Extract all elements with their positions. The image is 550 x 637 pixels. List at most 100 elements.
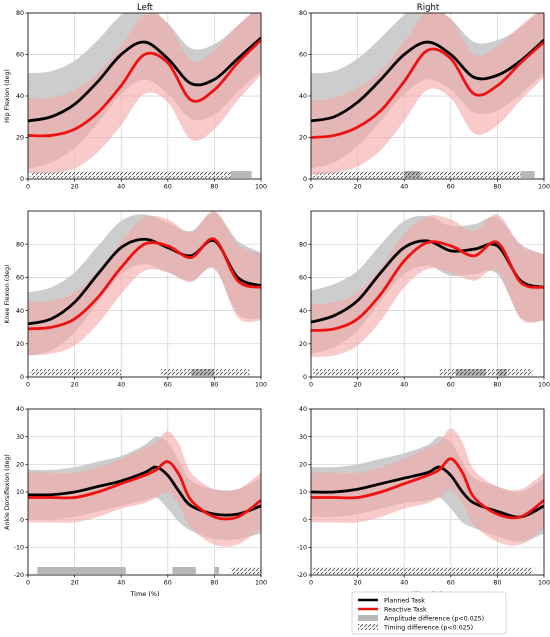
timing-difference-bar [313, 567, 533, 574]
y-tick-label: -20 [14, 572, 24, 579]
x-tick-label: 80 [493, 382, 501, 389]
legend-reactive-label: Reactive Task [384, 607, 427, 614]
y-tick-label: 30 [16, 434, 24, 441]
y-tick-label: 40 [16, 93, 24, 100]
y-tick-label: 40 [16, 406, 24, 413]
y-tick-label: 0 [20, 176, 24, 183]
y-tick-label: 40 [299, 308, 307, 315]
x-tick-label: 100 [538, 580, 550, 587]
timing-difference-bar [30, 171, 231, 178]
timing-difference-bar [439, 369, 533, 376]
x-tick-label: 20 [354, 580, 362, 587]
y-tick-label: 60 [16, 275, 24, 282]
y-tick-label: 80 [299, 241, 307, 248]
x-tick-label: 100 [538, 184, 550, 191]
y-tick-label: 0 [303, 374, 307, 381]
x-axis-label-left: Time (%) [129, 590, 159, 598]
y-tick-label: 60 [299, 52, 307, 59]
planned-mean-line [311, 465, 544, 519]
y-tick-label: 20 [16, 135, 24, 142]
x-tick-label: 80 [493, 580, 501, 587]
x-tick-label: 40 [400, 580, 408, 587]
x-tick-label: 60 [164, 382, 172, 389]
x-tick-label: 0 [26, 580, 30, 587]
panel-1-right-plot-area [311, 13, 544, 178]
panel-2-left: 0 20 40 60 80 100 0 20 40 60 80 Knee Flexion (deg) [4, 210, 267, 389]
x-tick-label: 100 [255, 382, 267, 389]
y-axis-label: Ankle Dorsiflexion (deg) [4, 454, 11, 530]
reactive-sd-band [28, 431, 261, 547]
panel-1-left-plot-area [28, 13, 261, 178]
legend-timing-swatch [358, 624, 378, 630]
timing-difference-bar [160, 369, 250, 376]
x-tick-label: 60 [447, 580, 455, 587]
x-tick-label: 0 [26, 184, 30, 191]
legend-amplitude-swatch [358, 615, 378, 621]
y-tick-label: 10 [299, 489, 307, 496]
x-tick-label: 0 [309, 184, 313, 191]
y-tick-label: 20 [299, 341, 307, 348]
planned-mean-line [311, 38, 544, 123]
amplitude-difference-bar [230, 171, 252, 178]
legend-frame [351, 591, 507, 635]
x-tick-label: 40 [117, 184, 125, 191]
y-tick-label: 10 [16, 489, 24, 496]
reactive-mean-line [311, 41, 544, 139]
reactive-mean-line [311, 457, 544, 520]
y-tick-label: 0 [303, 517, 307, 524]
panel-3-right: 0 20 40 60 80 100 -20 -10 0 10 20 30 40 [297, 406, 550, 586]
x-tick-label: 80 [210, 382, 218, 389]
reactive-mean-line [28, 237, 261, 331]
amplitude-difference-bar [520, 171, 535, 178]
x-tick-label: 80 [210, 184, 218, 191]
planned-mean-line [28, 465, 261, 517]
x-tick-label: 80 [493, 184, 501, 191]
panel-2-right-frame [310, 210, 545, 378]
y-tick-label: -20 [297, 572, 307, 579]
timing-difference-bar [30, 369, 122, 376]
amplitude-difference-bar [172, 567, 196, 574]
y-tick-label: 0 [20, 374, 24, 381]
y-tick-label: 20 [16, 462, 24, 469]
legend: Planned Task Reactive Task Amplitude dif… [351, 591, 507, 635]
timing-difference-bar [230, 567, 261, 574]
legend-planned-label: Planned Task [384, 598, 425, 605]
legend-amplitude-label: Amplitude difference (p<0.025) [384, 616, 484, 623]
timing-difference-bar [313, 369, 400, 376]
panel-2-right: 0 20 40 60 80 100 0 20 40 60 80 [299, 210, 550, 389]
y-tick-label: -10 [14, 545, 24, 552]
x-tick-label: 40 [117, 382, 125, 389]
y-axis-label: Knee Flexion (deg) [4, 264, 11, 323]
amplitude-difference-bar [37, 567, 126, 574]
y-axis-label: Hip Flexion (deg) [4, 69, 11, 123]
x-tick-label: 0 [309, 580, 313, 587]
column-title-left: Left [137, 3, 154, 13]
panel-3-left: 0 20 40 60 80 100 -20 -10 0 10 20 30 40 Ankle Dorsifl… [4, 406, 267, 586]
legend-timing-label: Timing difference (p<0.025) [383, 625, 473, 632]
y-tick-label: 60 [299, 275, 307, 282]
x-tick-label: 40 [117, 580, 125, 587]
y-tick-label: 20 [299, 462, 307, 469]
reactive-sd-band [311, 214, 544, 358]
panel-1-left: 0 20 40 60 80 100 0 20 40 60 80 Hip Flexion (deg) [4, 10, 267, 191]
reactive-sd-band [311, 13, 544, 175]
reactive-mean-line [28, 460, 261, 521]
x-tick-label: 40 [400, 184, 408, 191]
y-tick-label: 30 [299, 434, 307, 441]
x-tick-label: 60 [164, 580, 172, 587]
reactive-sd-band [311, 428, 544, 546]
y-tick-label: 0 [303, 176, 307, 183]
panel-3-left-plot-area [28, 431, 261, 574]
x-tick-label: 40 [400, 382, 408, 389]
x-tick-label: 100 [538, 382, 550, 389]
x-tick-label: 60 [447, 382, 455, 389]
x-tick-label: 100 [255, 184, 267, 191]
x-tick-label: 0 [26, 382, 30, 389]
reactive-mean-line [28, 38, 261, 138]
x-tick-label: 20 [354, 382, 362, 389]
x-tick-label: 80 [210, 580, 218, 587]
y-tick-label: 20 [299, 135, 307, 142]
x-tick-label: 20 [71, 580, 79, 587]
